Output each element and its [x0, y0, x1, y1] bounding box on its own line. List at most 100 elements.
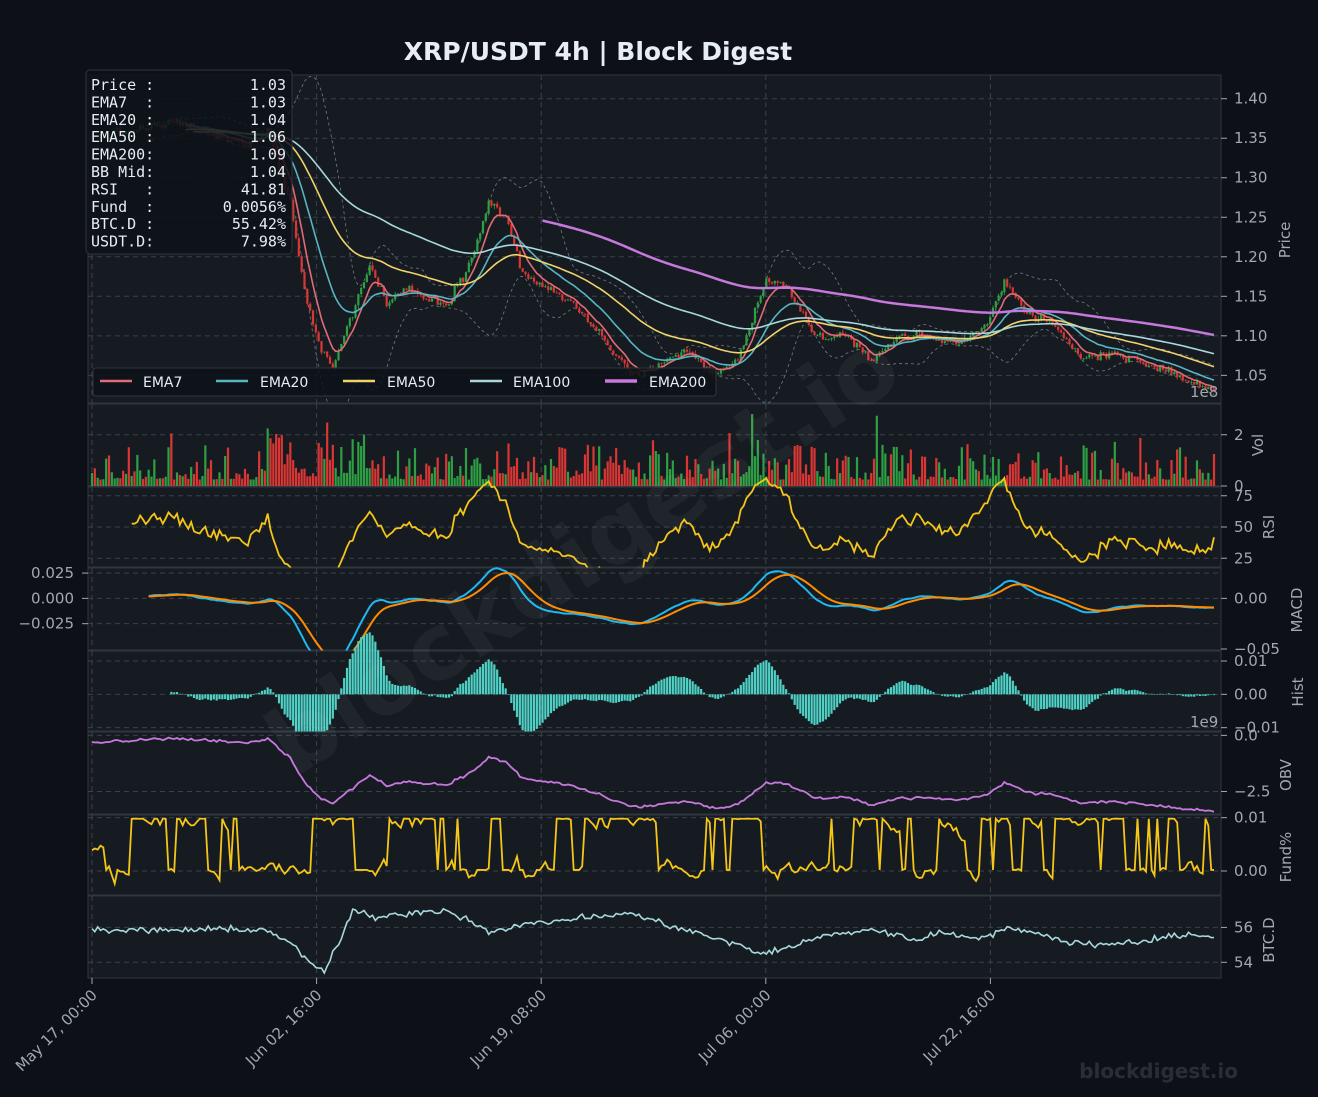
- volume-axis-label: Vol: [1249, 434, 1267, 456]
- volume-ytick-label-0: 2: [1234, 426, 1244, 444]
- hist-bar: [1136, 690, 1139, 695]
- hist-bar: [935, 693, 938, 695]
- hist-bar: [776, 675, 779, 695]
- candle-body: [827, 339, 830, 340]
- hist-bar: [362, 634, 366, 695]
- candle-body: [864, 351, 867, 353]
- obv-panel: 0.0 −2.5 OBV 1e9: [87, 713, 1295, 815]
- candle-body: [1017, 297, 1020, 300]
- hist-bar: [507, 694, 510, 696]
- volume-bar: [804, 464, 808, 486]
- volume-bar: [629, 469, 632, 486]
- hist-ticks: 0.01 0.00 −0.01: [1221, 652, 1280, 737]
- volume-bar: [442, 479, 445, 486]
- obv-marks: [91, 736, 1215, 813]
- volume-bar: [1025, 478, 1029, 486]
- volume-bar: [258, 451, 261, 486]
- candle-body: [473, 251, 476, 258]
- hist-bar: [668, 676, 672, 695]
- info-row-label: BTC.D :: [91, 215, 154, 233]
- volume-bar: [646, 479, 649, 486]
- volume-bar: [396, 450, 400, 486]
- volume-bar: [195, 461, 198, 486]
- volume-bar: [762, 453, 765, 486]
- candle-body: [564, 300, 567, 301]
- candle-body: [481, 220, 485, 234]
- hist-bar: [408, 685, 411, 695]
- hist-ytick-label-0: 0.01: [1234, 652, 1267, 670]
- hist-bar: [445, 694, 448, 698]
- volume-bar: [586, 444, 589, 486]
- hist-bar: [527, 694, 530, 734]
- hist-bar: [255, 693, 258, 695]
- volume-bar: [671, 460, 674, 486]
- candle-body: [1212, 388, 1216, 392]
- hist-bar: [479, 666, 482, 695]
- hist-bar: [666, 677, 669, 695]
- hist-bar: [187, 694, 190, 697]
- volume-bar: [1122, 468, 1125, 486]
- candle-body: [799, 305, 802, 312]
- candle-body: [1071, 344, 1074, 349]
- candle-body: [445, 303, 448, 306]
- hist-bar: [269, 688, 272, 695]
- hist-bar: [756, 664, 759, 695]
- candle-body: [861, 347, 864, 353]
- volume-bar: [303, 468, 306, 486]
- volume-bar: [1130, 472, 1133, 486]
- hist-bar: [736, 688, 740, 695]
- candle-body: [841, 332, 844, 335]
- hist-bar: [1119, 688, 1122, 695]
- hist-bar: [844, 694, 847, 700]
- volume-bar: [311, 473, 315, 486]
- candle-body: [612, 350, 615, 355]
- volume-bar: [549, 458, 553, 486]
- volume-bar: [759, 475, 762, 486]
- candle-body: [753, 307, 757, 323]
- candle-body: [314, 324, 317, 333]
- volume-bar: [1062, 476, 1065, 486]
- volume-bar: [164, 476, 167, 486]
- candle-body: [816, 334, 819, 336]
- volume-bar: [957, 465, 961, 486]
- volume-bar: [413, 448, 417, 486]
- candle-body: [422, 295, 425, 299]
- hist-bar: [753, 667, 757, 695]
- hist-bar: [751, 672, 754, 695]
- candle-body: [804, 311, 808, 318]
- hist-bar: [1000, 675, 1003, 695]
- hist-bar: [986, 687, 989, 695]
- volume-bar: [878, 477, 881, 486]
- volume-bar: [949, 477, 952, 486]
- volume-bar: [1093, 450, 1097, 486]
- hist-bar: [1201, 694, 1204, 696]
- hist-bar: [1045, 694, 1048, 709]
- hist-bar: [566, 694, 570, 703]
- volume-bar: [527, 461, 530, 486]
- volume-bar: [371, 460, 374, 486]
- hist-bar: [292, 694, 295, 726]
- candle-body: [1028, 311, 1031, 314]
- rsi-panel: 75 50 25 RSI: [87, 475, 1278, 585]
- btcd-marks: [91, 907, 1215, 975]
- hist-bar: [377, 650, 380, 695]
- hist-bar: [963, 694, 966, 696]
- hist-bar: [510, 694, 513, 704]
- candle-body: [297, 238, 300, 257]
- hist-bar: [277, 694, 281, 704]
- hist-bar: [1125, 690, 1128, 695]
- candle-body: [430, 298, 434, 302]
- ema-legend: EMA7 EMA20 EMA50 EMA100 EMA200: [92, 367, 717, 397]
- candle-body: [702, 361, 706, 369]
- hist-bar: [680, 677, 683, 695]
- hist-bar: [538, 694, 541, 726]
- hist-bar: [1187, 694, 1190, 697]
- hist-bar: [1037, 694, 1040, 711]
- info-row-label: Fund :: [91, 198, 154, 216]
- candle-body: [357, 294, 360, 306]
- candle-body: [892, 342, 895, 346]
- volume-bar: [314, 476, 317, 486]
- candle-body: [963, 338, 966, 341]
- candle-body: [1006, 279, 1009, 287]
- volume-bar: [362, 434, 366, 486]
